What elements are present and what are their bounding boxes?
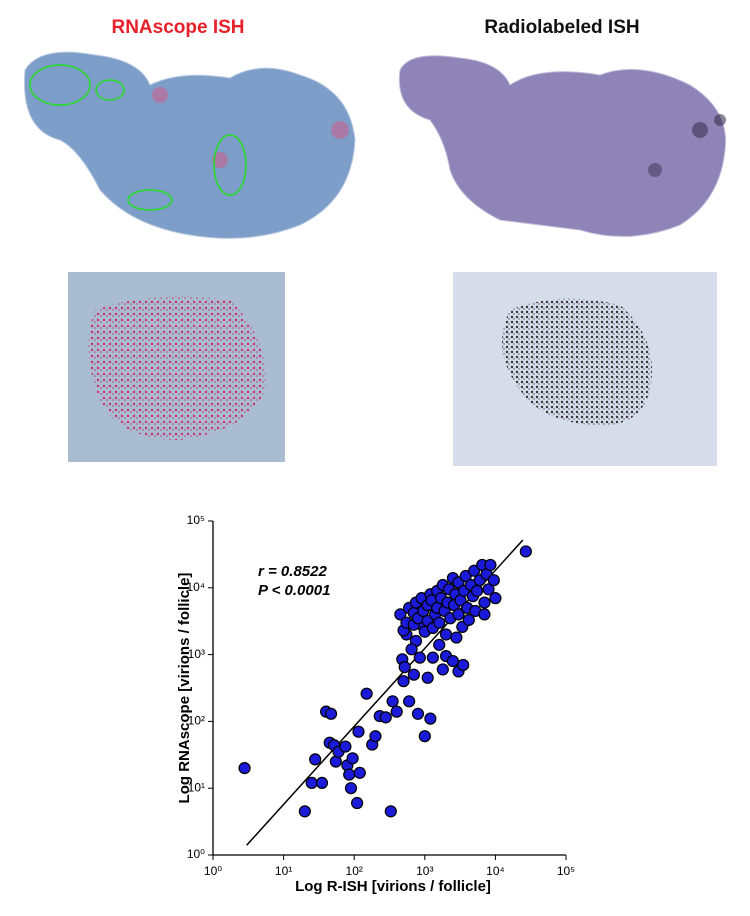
point (470, 584, 484, 597)
x-tick-label: 10⁵ (557, 864, 575, 878)
point (424, 712, 437, 725)
y-tick-label: 10³ (188, 647, 205, 661)
y-tick-label: 10¹ (188, 780, 205, 794)
point (433, 616, 446, 629)
point (360, 687, 373, 700)
point (421, 671, 434, 684)
annotation: P < 0.0001 (258, 582, 330, 599)
point (433, 638, 446, 651)
point (390, 705, 403, 718)
point (384, 805, 397, 818)
x-tick-label: 10³ (416, 864, 433, 878)
y-tick-label: 10² (188, 714, 205, 728)
point (411, 707, 425, 720)
point (394, 608, 407, 621)
point (398, 660, 411, 674)
point (343, 768, 356, 781)
point (446, 654, 459, 668)
point (452, 608, 465, 621)
point (386, 695, 399, 708)
point (403, 695, 416, 708)
point (397, 675, 410, 688)
x-axis-title: Log R-ISH [virions / follicle] (295, 878, 491, 895)
point (484, 558, 497, 572)
y-tick-label: 10⁵ (187, 513, 205, 527)
point (324, 707, 338, 720)
micrograph-right (453, 272, 717, 466)
point (369, 730, 382, 743)
x-tick-label: 10⁰ (204, 864, 222, 878)
x-tick-label: 10⁴ (486, 864, 505, 878)
point (346, 752, 359, 765)
y-tick-label: 10⁰ (187, 847, 205, 861)
point (238, 761, 251, 775)
point (351, 796, 364, 810)
point (344, 782, 358, 795)
point (439, 628, 453, 641)
point (407, 668, 420, 681)
point (436, 663, 449, 676)
point (298, 805, 311, 818)
point (352, 725, 365, 738)
point (309, 753, 322, 766)
point (468, 564, 481, 577)
point (353, 766, 366, 779)
x-tick-label: 10¹ (275, 864, 292, 878)
y-tick-label: 10⁴ (186, 580, 205, 594)
y-axis-title: Log RNAscope [virions / follicle] (176, 573, 193, 804)
point (462, 613, 475, 627)
point (478, 596, 491, 609)
point (519, 545, 532, 558)
point (413, 651, 426, 664)
point (305, 776, 318, 790)
point (489, 592, 502, 605)
point (339, 740, 352, 753)
point (487, 574, 500, 587)
point (315, 776, 329, 790)
point (457, 658, 470, 672)
point (418, 730, 431, 743)
point (405, 643, 418, 656)
panel-title: RNAscope ISH (111, 17, 244, 38)
point (478, 608, 491, 621)
annotation: r = 0.8522 (258, 563, 327, 580)
point (426, 651, 439, 664)
x-tick-label: 10² (346, 864, 363, 878)
point (450, 631, 463, 644)
panel-title: Radiolabeled ISH (484, 17, 639, 38)
tissue-image-left (23, 51, 356, 239)
scatter-plot: Log R-ISH [virions / follicle] Log RNAsc… (176, 521, 566, 895)
micrograph-left (68, 272, 285, 462)
point (482, 583, 495, 596)
tissue-image-right (398, 55, 727, 237)
point (379, 711, 392, 724)
